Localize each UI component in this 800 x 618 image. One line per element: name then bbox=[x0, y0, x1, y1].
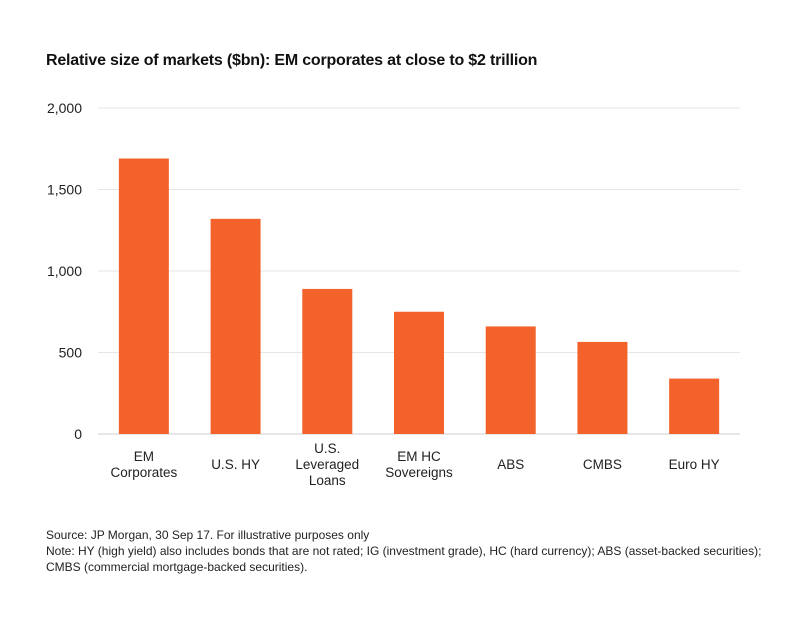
y-tick-label: 500 bbox=[59, 345, 83, 361]
y-tick-label: 2,000 bbox=[47, 100, 82, 116]
bar bbox=[577, 341, 628, 434]
abbreviation-note: Note: HY (high yield) also includes bond… bbox=[46, 544, 762, 574]
x-category-label: U.S. HY bbox=[211, 457, 260, 472]
y-tick-label: 0 bbox=[74, 426, 82, 442]
chart-title: Relative size of markets ($bn): EM corpo… bbox=[46, 52, 538, 69]
source-note: Source: JP Morgan, 30 Sep 17. For illust… bbox=[46, 528, 370, 542]
x-category-label: Loans bbox=[309, 473, 346, 488]
y-tick-label: 1,000 bbox=[47, 263, 82, 279]
x-category-label: Euro HY bbox=[669, 457, 720, 472]
x-category-label: Leveraged bbox=[295, 457, 359, 472]
x-category-label: U.S. bbox=[314, 441, 340, 456]
x-category-label: CMBS bbox=[583, 457, 622, 472]
x-category-label: EM bbox=[134, 449, 154, 464]
bar bbox=[669, 378, 720, 434]
bar bbox=[210, 218, 261, 434]
x-category-label: ABS bbox=[497, 457, 524, 472]
bar bbox=[394, 311, 444, 434]
bars bbox=[118, 158, 720, 434]
bar bbox=[302, 288, 353, 434]
bar bbox=[118, 158, 169, 434]
y-tick-label: 1,500 bbox=[47, 182, 82, 198]
x-category-label: EM HC bbox=[397, 449, 441, 464]
x-category-label: Sovereigns bbox=[385, 465, 453, 480]
bar bbox=[485, 326, 536, 434]
y-axis-tick-labels: 0 500 1,000 1,500 2,000 bbox=[47, 100, 82, 442]
x-category-label: Corporates bbox=[110, 465, 177, 480]
